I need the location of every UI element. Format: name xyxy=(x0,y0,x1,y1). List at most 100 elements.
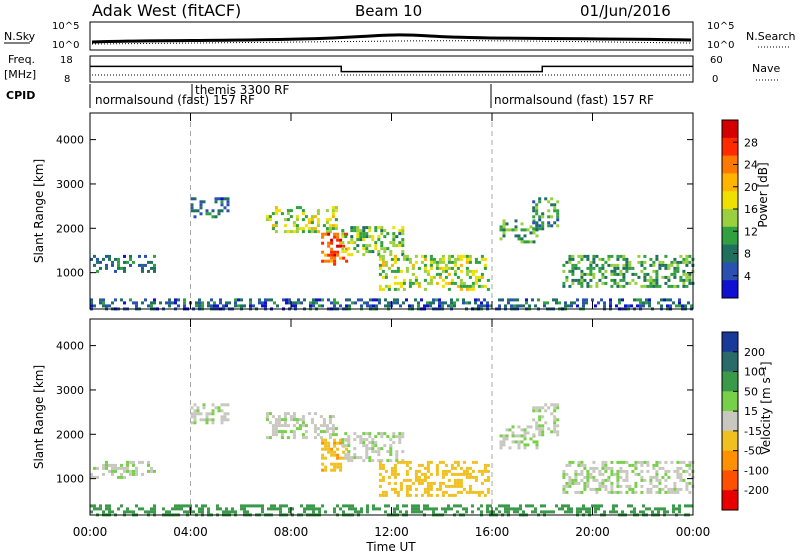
echo-cell-velocity-0 xyxy=(129,460,132,464)
echo-cell-power-5 xyxy=(468,269,472,273)
echo-cell-power-9 xyxy=(327,298,330,302)
echo-cell-velocity-5 xyxy=(462,469,466,473)
echo-cell-power-3 xyxy=(330,241,334,245)
echo-cell-power-9 xyxy=(366,301,369,305)
echo-cell-velocity-2 xyxy=(271,424,275,428)
echo-cell-velocity-5 xyxy=(417,481,421,485)
echo-cell-velocity-7 xyxy=(553,415,557,419)
echo-cell-velocity-5 xyxy=(456,460,460,464)
echo-cell-velocity-4 xyxy=(365,453,369,457)
echo-cell-power-0 xyxy=(144,263,147,267)
echo-cell-power-4 xyxy=(359,232,363,236)
colorbar-swatch-velocity-4 xyxy=(722,411,738,432)
echo-cell-velocity-5 xyxy=(468,472,472,476)
echo-cell-power-9 xyxy=(333,298,336,302)
echo-cell-velocity-8 xyxy=(586,478,590,482)
echo-cell-power-9 xyxy=(678,298,681,302)
echo-cell-power-9 xyxy=(420,298,423,302)
echo-cell-power-9 xyxy=(183,304,186,308)
echo-cell-velocity-5 xyxy=(396,460,400,464)
echo-cell-velocity-9 xyxy=(627,504,630,508)
echo-cell-velocity-9 xyxy=(225,510,228,514)
echo-cell-velocity-8 xyxy=(655,463,659,467)
echo-cell-velocity-8 xyxy=(595,466,599,470)
echo-cell-velocity-9 xyxy=(558,507,561,511)
echo-cell-power-9 xyxy=(684,304,687,308)
echo-cell-power-2 xyxy=(307,227,311,231)
echo-cell-velocity-5 xyxy=(381,475,385,479)
echo-cell-velocity-5 xyxy=(381,478,385,482)
echo-cell-power-1 xyxy=(205,212,209,216)
echo-cell-velocity-9 xyxy=(288,507,291,511)
echo-cell-power-5 xyxy=(435,266,439,270)
echo-cell-velocity-5 xyxy=(471,475,475,479)
echo-cell-velocity-9 xyxy=(510,507,513,511)
echo-cell-velocity-9 xyxy=(480,510,483,514)
echo-cell-velocity-2 xyxy=(331,430,335,434)
echo-cell-power-4 xyxy=(347,247,351,251)
echo-cell-power-7 xyxy=(535,227,539,231)
echo-cell-velocity-4 xyxy=(362,441,366,445)
echo-cell-power-0 xyxy=(93,263,96,267)
echo-cell-power-5 xyxy=(396,266,400,270)
echo-cell-power-9 xyxy=(294,304,297,308)
echo-cell-power-7 xyxy=(550,224,554,228)
echo-cell-power-7 xyxy=(538,200,542,204)
echo-cell-power-3 xyxy=(336,232,340,236)
echo-cell-power-5 xyxy=(405,269,409,273)
echo-cell-velocity-5 xyxy=(426,475,430,479)
echo-cell-velocity-5 xyxy=(420,478,424,482)
echo-cell-velocity-8 xyxy=(619,475,623,479)
echo-cell-velocity-4 xyxy=(374,441,378,445)
echo-cell-velocity-9 xyxy=(486,507,489,511)
echo-cell-velocity-1 xyxy=(196,412,200,416)
echo-cell-velocity-5 xyxy=(468,490,472,494)
echo-cell-velocity-6 xyxy=(505,437,509,441)
echo-cell-velocity-1 xyxy=(211,421,215,425)
echo-cell-velocity-6 xyxy=(517,440,521,444)
echo-cell-velocity-2 xyxy=(328,418,332,422)
echo-cell-power-9 xyxy=(384,298,387,302)
echo-cell-power-4 xyxy=(386,232,390,236)
echo-cell-power-8 xyxy=(655,257,659,261)
echo-cell-velocity-8 xyxy=(682,478,686,482)
echo-cell-velocity-5 xyxy=(453,481,457,485)
echo-cell-power-4 xyxy=(347,241,351,245)
echo-cell-velocity-3 xyxy=(327,444,331,448)
echo-cell-velocity-5 xyxy=(414,493,418,497)
echo-cell-velocity-5 xyxy=(429,487,433,491)
echo-cell-velocity-8 xyxy=(625,484,629,488)
echo-cell-power-9 xyxy=(339,304,342,308)
echo-cell-power-7 xyxy=(538,218,542,222)
echo-cell-velocity-1 xyxy=(193,415,197,419)
echo-cell-velocity-8 xyxy=(580,472,584,476)
echo-cell-velocity-9 xyxy=(324,510,327,514)
echo-cell-power-8 xyxy=(598,257,602,261)
echo-cell-power-6 xyxy=(502,225,506,229)
echo-cell-power-9 xyxy=(555,298,558,302)
echo-cell-power-8 xyxy=(574,263,578,267)
echo-cell-power-3 xyxy=(336,235,340,239)
echo-cell-power-7 xyxy=(538,215,542,219)
echo-cell-power-2 xyxy=(295,227,299,231)
echo-cell-velocity-2 xyxy=(265,418,269,422)
echo-cell-velocity-9 xyxy=(471,510,474,514)
echo-cell-power-5 xyxy=(465,257,469,261)
echo-cell-power-2 xyxy=(310,230,314,234)
echo-cell-power-8 xyxy=(607,257,611,261)
echo-cell-velocity-4 xyxy=(374,435,378,439)
echo-cell-velocity-5 xyxy=(465,475,469,479)
echo-cell-velocity-9 xyxy=(273,504,276,508)
echo-cell-power-1 xyxy=(193,215,197,219)
echo-cell-power-9 xyxy=(537,298,540,302)
echo-cell-power-2 xyxy=(295,218,299,222)
echo-cell-power-5 xyxy=(471,287,475,291)
echo-cell-velocity-5 xyxy=(426,493,430,497)
echo-cell-power-8 xyxy=(631,272,635,276)
echo-cell-velocity-2 xyxy=(268,421,272,425)
echo-cell-velocity-1 xyxy=(193,421,197,425)
echo-cell-velocity-9 xyxy=(429,507,432,511)
echo-cell-velocity-9 xyxy=(150,507,153,511)
echo-cell-velocity-3 xyxy=(321,441,325,445)
echo-cell-velocity-5 xyxy=(384,493,388,497)
